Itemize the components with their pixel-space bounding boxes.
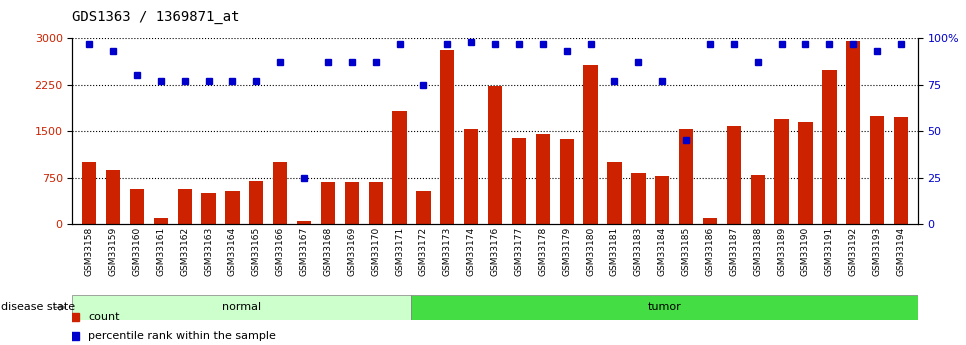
Bar (536, 134, 550, 224)
Text: GSM33166: GSM33166 (275, 227, 285, 276)
Text: GSM33167: GSM33167 (299, 227, 308, 276)
Text: GSM33183: GSM33183 (634, 227, 642, 276)
Text: GSM33189: GSM33189 (777, 227, 786, 276)
Bar (416, 191, 431, 224)
Bar (726, 126, 741, 224)
Bar (583, 65, 598, 224)
Bar (775, 119, 789, 224)
Bar (608, 162, 622, 224)
Bar (345, 182, 359, 224)
Bar (798, 122, 812, 224)
Text: GSM33162: GSM33162 (181, 227, 189, 276)
Text: GSM33176: GSM33176 (491, 227, 499, 276)
Text: count: count (89, 312, 120, 322)
Text: GSM33184: GSM33184 (658, 227, 667, 276)
Bar (82, 162, 97, 224)
Bar (273, 162, 287, 224)
Bar (154, 218, 168, 224)
Bar (870, 116, 884, 224)
Text: GSM33190: GSM33190 (801, 227, 810, 276)
Bar (440, 50, 454, 224)
Text: GSM33158: GSM33158 (85, 227, 94, 276)
Text: percentile rank within the sample: percentile rank within the sample (89, 331, 276, 341)
Text: GSM33169: GSM33169 (348, 227, 356, 276)
Text: GSM33191: GSM33191 (825, 227, 834, 276)
Bar (201, 193, 215, 224)
Text: GSM33180: GSM33180 (586, 227, 595, 276)
Text: GSM33174: GSM33174 (467, 227, 475, 276)
Bar (512, 138, 526, 224)
Text: GSM33171: GSM33171 (395, 227, 404, 276)
Text: GSM33193: GSM33193 (872, 227, 882, 276)
Bar (72, 295, 411, 320)
Bar (464, 129, 478, 224)
Bar (655, 176, 669, 224)
Bar (846, 41, 861, 224)
Text: GSM33186: GSM33186 (705, 227, 715, 276)
Bar (411, 295, 918, 320)
Text: GSM33163: GSM33163 (204, 227, 213, 276)
Text: GSM33185: GSM33185 (682, 227, 691, 276)
Text: normal: normal (222, 303, 261, 312)
Text: GSM33170: GSM33170 (371, 227, 381, 276)
Bar (631, 173, 645, 224)
Bar (225, 191, 240, 224)
Text: GSM33168: GSM33168 (324, 227, 332, 276)
Bar (392, 111, 407, 224)
Text: GSM33194: GSM33194 (896, 227, 905, 276)
Text: GSM33164: GSM33164 (228, 227, 237, 276)
Text: GSM33177: GSM33177 (515, 227, 524, 276)
Text: GSM33161: GSM33161 (156, 227, 165, 276)
Text: GSM33160: GSM33160 (132, 227, 141, 276)
Text: GSM33181: GSM33181 (610, 227, 619, 276)
Bar (297, 220, 311, 224)
Bar (751, 175, 765, 224)
Bar (321, 182, 335, 224)
Text: GSM33178: GSM33178 (538, 227, 548, 276)
Bar (894, 117, 908, 224)
Text: GSM33187: GSM33187 (729, 227, 738, 276)
Text: GSM33179: GSM33179 (562, 227, 571, 276)
Bar (106, 170, 120, 224)
Bar (368, 182, 383, 224)
Text: GSM33165: GSM33165 (252, 227, 261, 276)
Bar (703, 218, 717, 224)
Text: GSM33172: GSM33172 (419, 227, 428, 276)
Text: GDS1363 / 1369871_at: GDS1363 / 1369871_at (72, 10, 240, 24)
Bar (249, 181, 264, 224)
Text: tumor: tumor (647, 303, 681, 312)
Text: GSM33159: GSM33159 (108, 227, 118, 276)
Text: GSM33188: GSM33188 (753, 227, 762, 276)
Bar (822, 70, 837, 224)
Text: GSM33192: GSM33192 (849, 227, 858, 276)
Bar (178, 189, 192, 224)
Text: GSM33173: GSM33173 (442, 227, 452, 276)
Bar (679, 129, 694, 224)
Text: disease state: disease state (1, 303, 75, 312)
Bar (488, 86, 502, 224)
Bar (559, 139, 574, 224)
Bar (129, 189, 144, 224)
